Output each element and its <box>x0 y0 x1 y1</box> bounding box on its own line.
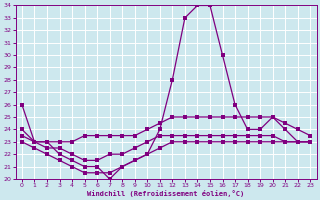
X-axis label: Windchill (Refroidissement éolien,°C): Windchill (Refroidissement éolien,°C) <box>87 190 245 197</box>
